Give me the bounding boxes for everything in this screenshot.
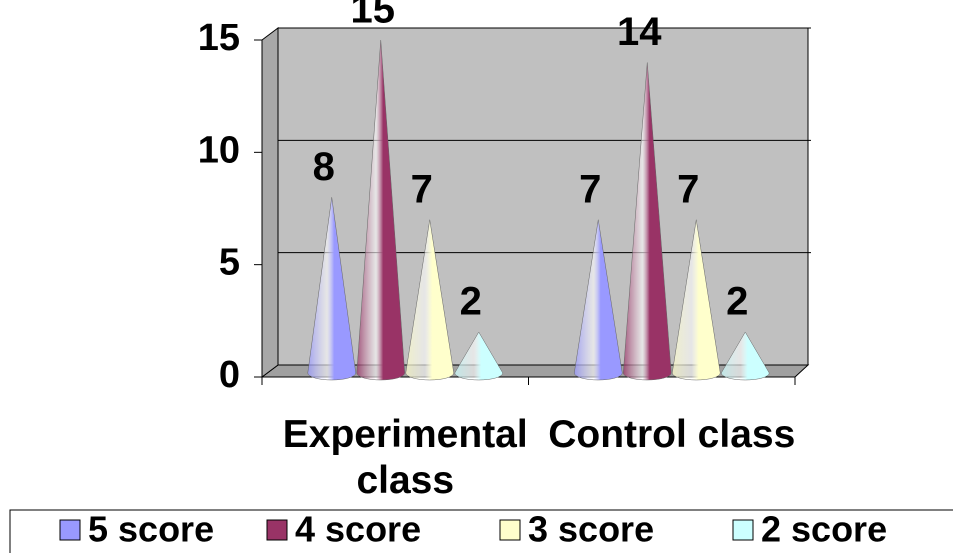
legend-label: 3 score (528, 509, 654, 550)
y-tick-label: 15 (198, 17, 240, 59)
data-label: 2 (726, 280, 748, 324)
data-label: 15 (351, 0, 396, 32)
cone (573, 219, 623, 381)
data-label: 7 (677, 167, 699, 211)
data-label: 2 (460, 280, 482, 324)
legend-box (9, 509, 953, 553)
cone (356, 39, 406, 381)
cone (720, 331, 770, 381)
legend-label: 4 score (295, 509, 421, 550)
cone (454, 331, 504, 381)
side-wall (261, 27, 279, 378)
cone (622, 62, 672, 381)
legend-label: 5 score (88, 509, 214, 550)
data-label: 7 (579, 167, 601, 211)
data-label: 14 (617, 10, 662, 54)
legend-swatch (266, 519, 288, 541)
data-label: 7 (411, 167, 433, 211)
legend-swatch (732, 519, 754, 541)
y-tick-label: 10 (198, 129, 240, 171)
y-tick-label: 5 (219, 242, 240, 284)
x-tick-label: Control class (548, 413, 796, 456)
cone (307, 197, 357, 381)
cone (671, 219, 721, 381)
data-label: 8 (313, 145, 335, 189)
legend-label: 2 score (761, 509, 887, 550)
x-tick-label: Experimental class (282, 413, 528, 502)
cone (405, 219, 455, 381)
legend-swatch (499, 519, 521, 541)
y-tick-label: 0 (219, 354, 240, 396)
legend-swatch (59, 519, 81, 541)
